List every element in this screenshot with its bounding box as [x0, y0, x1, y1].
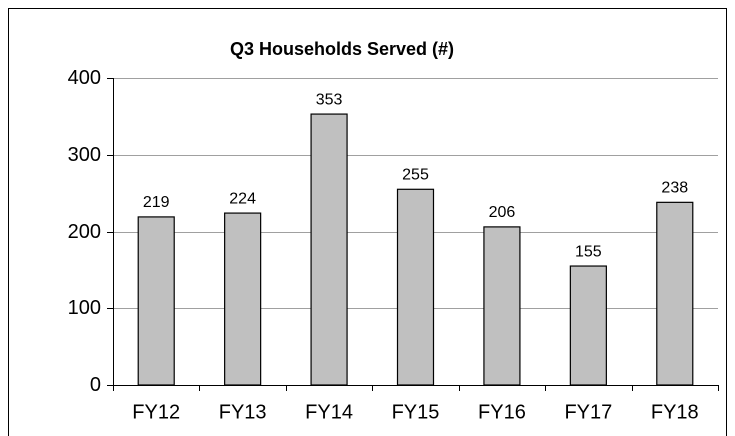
bar — [656, 201, 694, 386]
y-tick-label: 100 — [68, 297, 101, 319]
y-tick-label: 300 — [68, 144, 101, 166]
chart-title: Q3 Households Served (#) — [230, 39, 454, 59]
x-tick-label: FY16 — [478, 401, 526, 423]
data-label: 238 — [661, 180, 688, 197]
bar — [310, 113, 348, 386]
data-label: 224 — [229, 190, 256, 207]
y-tick-label: 400 — [68, 67, 101, 89]
bar — [396, 188, 435, 386]
y-tick-label: 200 — [68, 221, 101, 243]
data-label: 155 — [575, 243, 602, 260]
x-tick-label: FY13 — [219, 401, 267, 423]
chart-frame — [8, 8, 727, 436]
data-label: 219 — [143, 194, 170, 211]
x-tick-label: FY14 — [305, 401, 353, 423]
data-label: 255 — [402, 167, 429, 184]
data-label: 206 — [489, 204, 516, 221]
y-tick-label: 0 — [90, 374, 101, 396]
bar — [569, 265, 607, 386]
bar — [137, 216, 175, 386]
x-tick-label: FY17 — [564, 401, 612, 423]
bar — [224, 212, 262, 386]
bar — [483, 226, 521, 386]
x-tick-label: FY18 — [651, 401, 699, 423]
x-tick-label: FY12 — [132, 401, 180, 423]
x-tick-label: FY15 — [392, 401, 440, 423]
data-label: 353 — [316, 91, 343, 108]
